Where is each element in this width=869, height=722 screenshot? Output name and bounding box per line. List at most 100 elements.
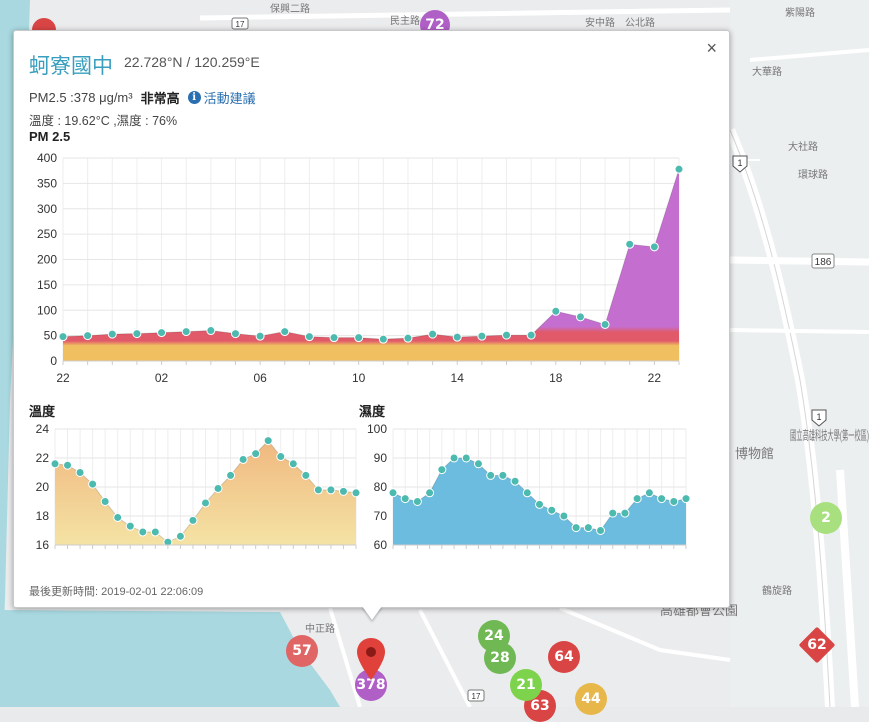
svg-text:186: 186 — [815, 257, 832, 268]
svg-text:公北路: 公北路 — [625, 16, 655, 29]
station-popup: × 蚵寮國中 22.728°N / 120.259°E PM2.5 :378 μ… — [13, 30, 730, 608]
data-point — [338, 486, 348, 496]
highway-shield-17: 17 17 — [231, 17, 485, 702]
last-updated-time: 2019-02-01 22:06:09 — [101, 586, 204, 598]
y-tick-label: 24 — [36, 422, 50, 436]
data-point — [449, 453, 459, 463]
pm25-chart-title: PM 2.5 — [29, 129, 71, 144]
data-point — [425, 488, 435, 498]
data-point — [230, 329, 240, 339]
data-point — [486, 470, 496, 480]
x-tick-label: 10 — [352, 371, 366, 385]
data-point — [510, 476, 520, 486]
data-point — [351, 488, 361, 498]
area-fill — [55, 440, 356, 545]
y-tick-label: 150 — [37, 278, 57, 292]
highway-shield-1: 1 1 — [732, 155, 827, 427]
data-point — [138, 527, 148, 537]
data-point — [201, 498, 210, 508]
x-tick-label: 22 — [56, 371, 70, 385]
humidity-chart[interactable]: 60 70 80 90 100 — [344, 419, 694, 554]
data-point — [213, 483, 223, 493]
aqi-marker[interactable]: 57 — [286, 635, 318, 667]
popup-pointer — [362, 606, 382, 620]
data-point — [473, 459, 483, 469]
y-tick-label: 50 — [44, 329, 58, 343]
temperature-chart[interactable]: 16 18 20 22 24 — [14, 419, 364, 554]
y-tick-label: 300 — [37, 202, 57, 216]
svg-text:大華路: 大華路 — [752, 65, 782, 78]
data-point — [649, 242, 659, 252]
data-point — [412, 497, 422, 506]
data-point — [551, 306, 561, 316]
y-tick-label: 16 — [36, 538, 50, 552]
data-point — [354, 333, 364, 343]
svg-text:紫陽路: 紫陽路 — [785, 6, 815, 19]
data-point — [75, 468, 85, 477]
data-point — [263, 436, 273, 446]
data-point — [280, 327, 290, 337]
location-pin-icon[interactable] — [357, 638, 385, 682]
data-point — [526, 330, 536, 340]
y-tick-label: 250 — [37, 227, 57, 241]
data-point — [132, 329, 142, 339]
y-tick-label: 70 — [374, 509, 388, 523]
svg-text:17: 17 — [472, 692, 481, 701]
road-labels: 民主路 保興二路 公北路 安中路 紫陽路 大社路 大華路 環球路 鶴旋路 中正路 — [270, 2, 828, 635]
x-tick-label: 14 — [451, 371, 465, 385]
aqi-marker[interactable]: 64 — [548, 641, 580, 673]
data-point — [632, 494, 642, 504]
area-fill — [393, 458, 686, 545]
y-tick-label: 0 — [50, 354, 57, 368]
data-point — [313, 485, 323, 495]
data-point — [437, 465, 447, 475]
data-point — [681, 494, 691, 504]
aqi-marker[interactable]: 28 — [484, 642, 516, 674]
x-tick-label: 18 — [549, 371, 563, 385]
svg-text:博物館: 博物館 — [735, 446, 774, 461]
data-point — [304, 332, 314, 342]
svg-text:國立高雄科技大學(第一校區): 國立高雄科技大學(第一校區) — [790, 428, 869, 443]
info-icon[interactable]: i — [187, 91, 201, 104]
data-point — [400, 494, 410, 504]
data-point — [583, 523, 593, 533]
data-point — [276, 452, 286, 462]
data-point — [571, 523, 581, 533]
data-point — [461, 453, 471, 463]
data-point — [329, 333, 339, 343]
data-point — [620, 508, 630, 518]
pm25-level: 非常高 — [140, 91, 180, 106]
data-point — [88, 479, 98, 489]
data-point — [669, 497, 679, 506]
data-point — [107, 329, 117, 339]
aqi-marker-selected[interactable]: 378 — [355, 669, 387, 701]
humidity-chart-title: 濕度 — [359, 404, 386, 419]
data-point — [559, 511, 569, 521]
aqi-marker[interactable]: 21 — [510, 669, 542, 701]
data-point — [674, 164, 684, 174]
data-point — [188, 515, 198, 525]
pm25-summary: PM2.5 :378 μg/m³ 非常高 i 活動建議 — [29, 88, 256, 107]
pm25-chart[interactable]: 0 50 100 150 200 250 300 350 400 22 02 06 10 14 18 22 — [14, 146, 729, 386]
y-tick-label: 90 — [374, 451, 388, 465]
aqi-marker[interactable]: 44 — [575, 683, 607, 715]
data-point — [175, 531, 185, 541]
svg-text:17: 17 — [236, 20, 245, 29]
svg-text:鶴旋路: 鶴旋路 — [762, 584, 792, 597]
data-point — [181, 327, 191, 337]
aqi-marker[interactable]: 2 — [810, 502, 842, 534]
svg-text:安中路: 安中路 — [585, 16, 615, 29]
svg-text:中正路: 中正路 — [305, 622, 335, 635]
y-tick-label: 22 — [36, 451, 50, 465]
y-tick-label: 80 — [374, 480, 388, 494]
svg-text:環球路: 環球路 — [798, 168, 828, 181]
data-point — [502, 330, 512, 340]
data-point — [575, 312, 585, 322]
close-button[interactable]: × — [706, 38, 717, 58]
activity-advice-link[interactable]: 活動建議 — [203, 91, 256, 106]
data-point — [535, 499, 544, 509]
y-tick-label: 200 — [37, 253, 57, 267]
svg-text:保興二路: 保興二路 — [270, 2, 310, 15]
aqi-marker-diamond[interactable]: 62 — [798, 626, 836, 664]
y-tick-label: 350 — [37, 176, 57, 190]
